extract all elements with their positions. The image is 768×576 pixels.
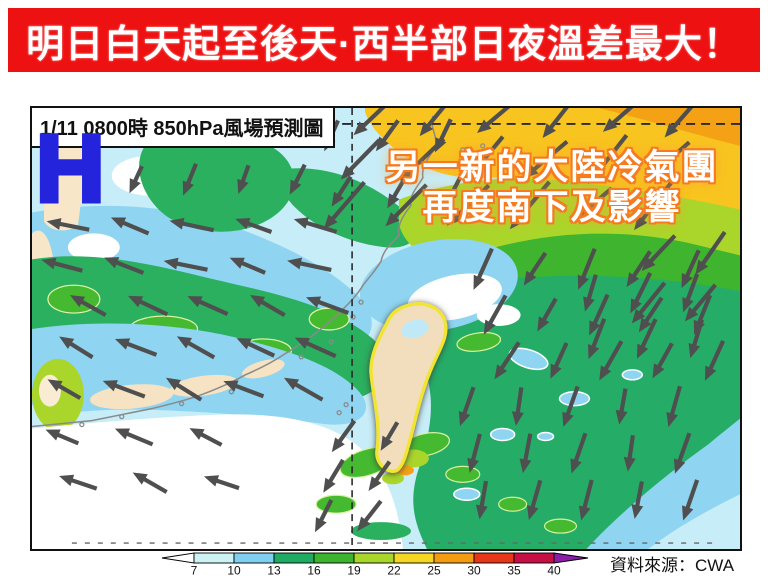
headline-banner: 明日白天起至後天·西半部日夜溫差最大！ [8,8,760,72]
high-pressure-symbol: H [34,116,108,222]
svg-text:13: 13 [267,564,281,576]
map-title-box: 1/11 0800時 850hPa風場預測圖 [30,106,336,148]
annotation-line2: 再度南下及影響 [422,188,682,227]
wind-speed-colorbar: 7 10 13 16 19 22 25 30 35 40 [161,552,589,576]
svg-text:40: 40 [547,564,561,576]
headline-text: 明日白天起至後天·西半部日夜溫差最大！ [26,23,742,66]
svg-text:35: 35 [507,564,521,576]
wind-field-chart [32,108,740,549]
colorbar-ticks: 7 10 13 16 19 22 25 30 35 40 [191,564,561,576]
colorbar-cells [161,552,589,564]
weather-map: 1/11 0800時 850hPa風場預測圖 H 另一新的大陸冷氣團 再度南下及… [30,106,742,551]
svg-text:22: 22 [387,564,401,576]
source-credit: 資料來源：CWA [610,556,735,575]
svg-text:30: 30 [467,564,481,576]
map-title: 1/11 0800時 850hPa風場預測圖 [40,118,324,140]
annotation-line1: 另一新的大陸冷氣團 [385,148,719,187]
svg-text:25: 25 [427,564,441,576]
taiwan-island [369,302,448,473]
svg-text:16: 16 [307,564,321,576]
svg-text:19: 19 [347,564,361,576]
svg-text:7: 7 [191,564,198,576]
annotation-text: 另一新的大陸冷氣團 再度南下及影響 [362,148,742,228]
svg-text:10: 10 [227,564,241,576]
